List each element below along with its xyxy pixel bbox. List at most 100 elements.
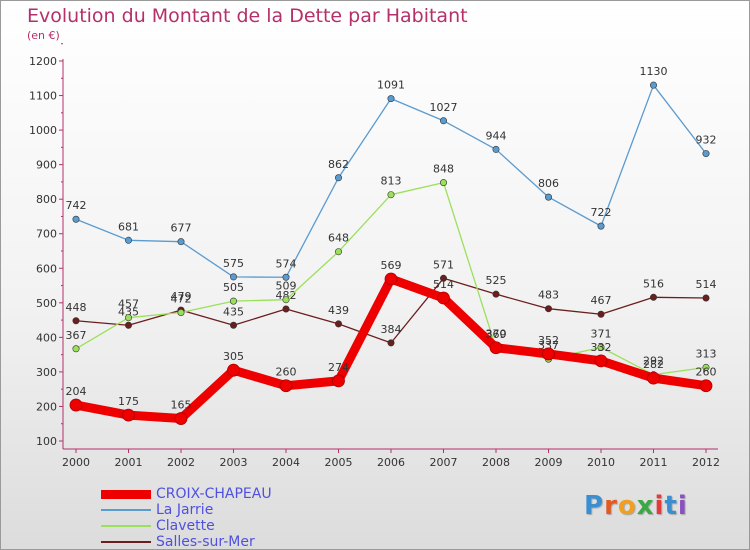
chart-title: Evolution du Montant de la Dette par Hab… — [27, 5, 468, 27]
data-point — [439, 117, 447, 125]
x-tick-label: 2011 — [640, 456, 668, 469]
data-point — [125, 321, 133, 329]
data-point — [387, 339, 395, 347]
data-point — [69, 398, 83, 412]
data-point — [597, 222, 605, 230]
data-point — [125, 236, 133, 244]
data-point — [125, 314, 133, 322]
x-tick-label: 2004 — [272, 456, 300, 469]
data-label: 648 — [328, 232, 349, 245]
data-label: 1130 — [640, 65, 668, 78]
y-tick-label: 600 — [36, 262, 57, 275]
data-label: 175 — [118, 395, 139, 408]
data-label: 574 — [276, 257, 297, 270]
data-point — [282, 296, 290, 304]
data-point — [702, 150, 710, 158]
data-point — [544, 193, 552, 201]
x-tick-label: 2005 — [325, 456, 353, 469]
chart-unit-label: (en €) — [27, 29, 60, 42]
data-point — [334, 320, 342, 328]
data-label: 472 — [171, 292, 192, 305]
data-point — [227, 363, 240, 377]
legend-item: La Jarrie — [101, 502, 272, 518]
y-tick-label: 1200 — [29, 55, 57, 68]
data-label: 292 — [643, 355, 664, 368]
y-tick-label: 900 — [36, 159, 57, 172]
data-point — [177, 308, 185, 316]
data-point — [72, 317, 80, 325]
y-tick-label: 100 — [36, 435, 57, 448]
data-point — [702, 363, 710, 371]
proxiti-logo: Proxiti — [584, 491, 688, 521]
legend-label: Salles-sur-Mer — [156, 534, 255, 550]
data-point — [334, 248, 342, 256]
x-tick-label: 2002 — [167, 456, 195, 469]
data-label: 516 — [643, 277, 664, 290]
x-tick-label: 2006 — [377, 456, 405, 469]
data-point — [387, 95, 395, 103]
data-point — [492, 290, 500, 298]
data-label: 467 — [591, 294, 612, 307]
data-label: 569 — [381, 259, 402, 272]
x-tick-label: 2009 — [535, 456, 563, 469]
data-label: 165 — [171, 399, 192, 412]
data-label: 571 — [433, 258, 454, 271]
data-point — [282, 273, 290, 281]
data-label: 439 — [328, 304, 349, 317]
data-point — [122, 408, 135, 422]
legend-label: La Jarrie — [156, 502, 214, 518]
data-label: 384 — [381, 323, 402, 336]
legend-swatch — [101, 489, 151, 499]
data-label: 848 — [433, 163, 454, 176]
data-label: 862 — [328, 158, 349, 171]
data-label: 352 — [538, 334, 559, 347]
data-point — [492, 145, 500, 153]
data-point — [230, 321, 238, 329]
data-point — [177, 238, 185, 246]
data-point — [230, 297, 238, 305]
data-label: 514 — [696, 278, 717, 291]
data-point — [282, 305, 290, 313]
data-point — [334, 174, 342, 182]
data-label: 448 — [66, 301, 87, 314]
data-point — [649, 293, 657, 301]
data-label: 479 — [171, 290, 192, 303]
x-tick-label: 2012 — [692, 456, 720, 469]
data-label: 435 — [118, 305, 139, 318]
x-tick-label: 2007 — [430, 456, 458, 469]
data-point — [699, 379, 713, 393]
data-label: 305 — [223, 350, 244, 363]
data-label: 525 — [486, 274, 507, 287]
x-tick-label: 2001 — [115, 456, 143, 469]
x-tick-label: 2003 — [220, 456, 248, 469]
x-tick-label: 2010 — [587, 456, 615, 469]
y-tick-label: 400 — [36, 331, 57, 344]
data-label: 505 — [223, 281, 244, 294]
data-point — [649, 81, 657, 89]
data-label: 742 — [66, 199, 87, 212]
y-tick-label: 1100 — [29, 90, 57, 103]
y-tick-label: 700 — [36, 228, 57, 241]
data-point — [439, 179, 447, 187]
data-label: 509 — [276, 280, 297, 293]
legend-swatch — [101, 525, 151, 527]
data-point — [702, 294, 710, 302]
legend-swatch — [101, 541, 151, 543]
data-label: 932 — [696, 134, 717, 147]
data-label: 457 — [118, 298, 139, 311]
data-point — [384, 272, 398, 286]
data-label: 1027 — [430, 101, 458, 114]
data-label: 370 — [486, 328, 507, 341]
data-label: 575 — [223, 257, 244, 270]
data-label: 204 — [66, 385, 87, 398]
data-point — [542, 347, 555, 361]
legend-item: CROIX-CHAPEAU — [101, 486, 272, 502]
legend-label: Clavette — [156, 518, 215, 534]
data-point — [647, 371, 660, 385]
y-tick-label: 800 — [36, 193, 57, 206]
data-point — [489, 341, 503, 355]
data-point — [230, 273, 238, 281]
data-label: 813 — [381, 175, 402, 188]
